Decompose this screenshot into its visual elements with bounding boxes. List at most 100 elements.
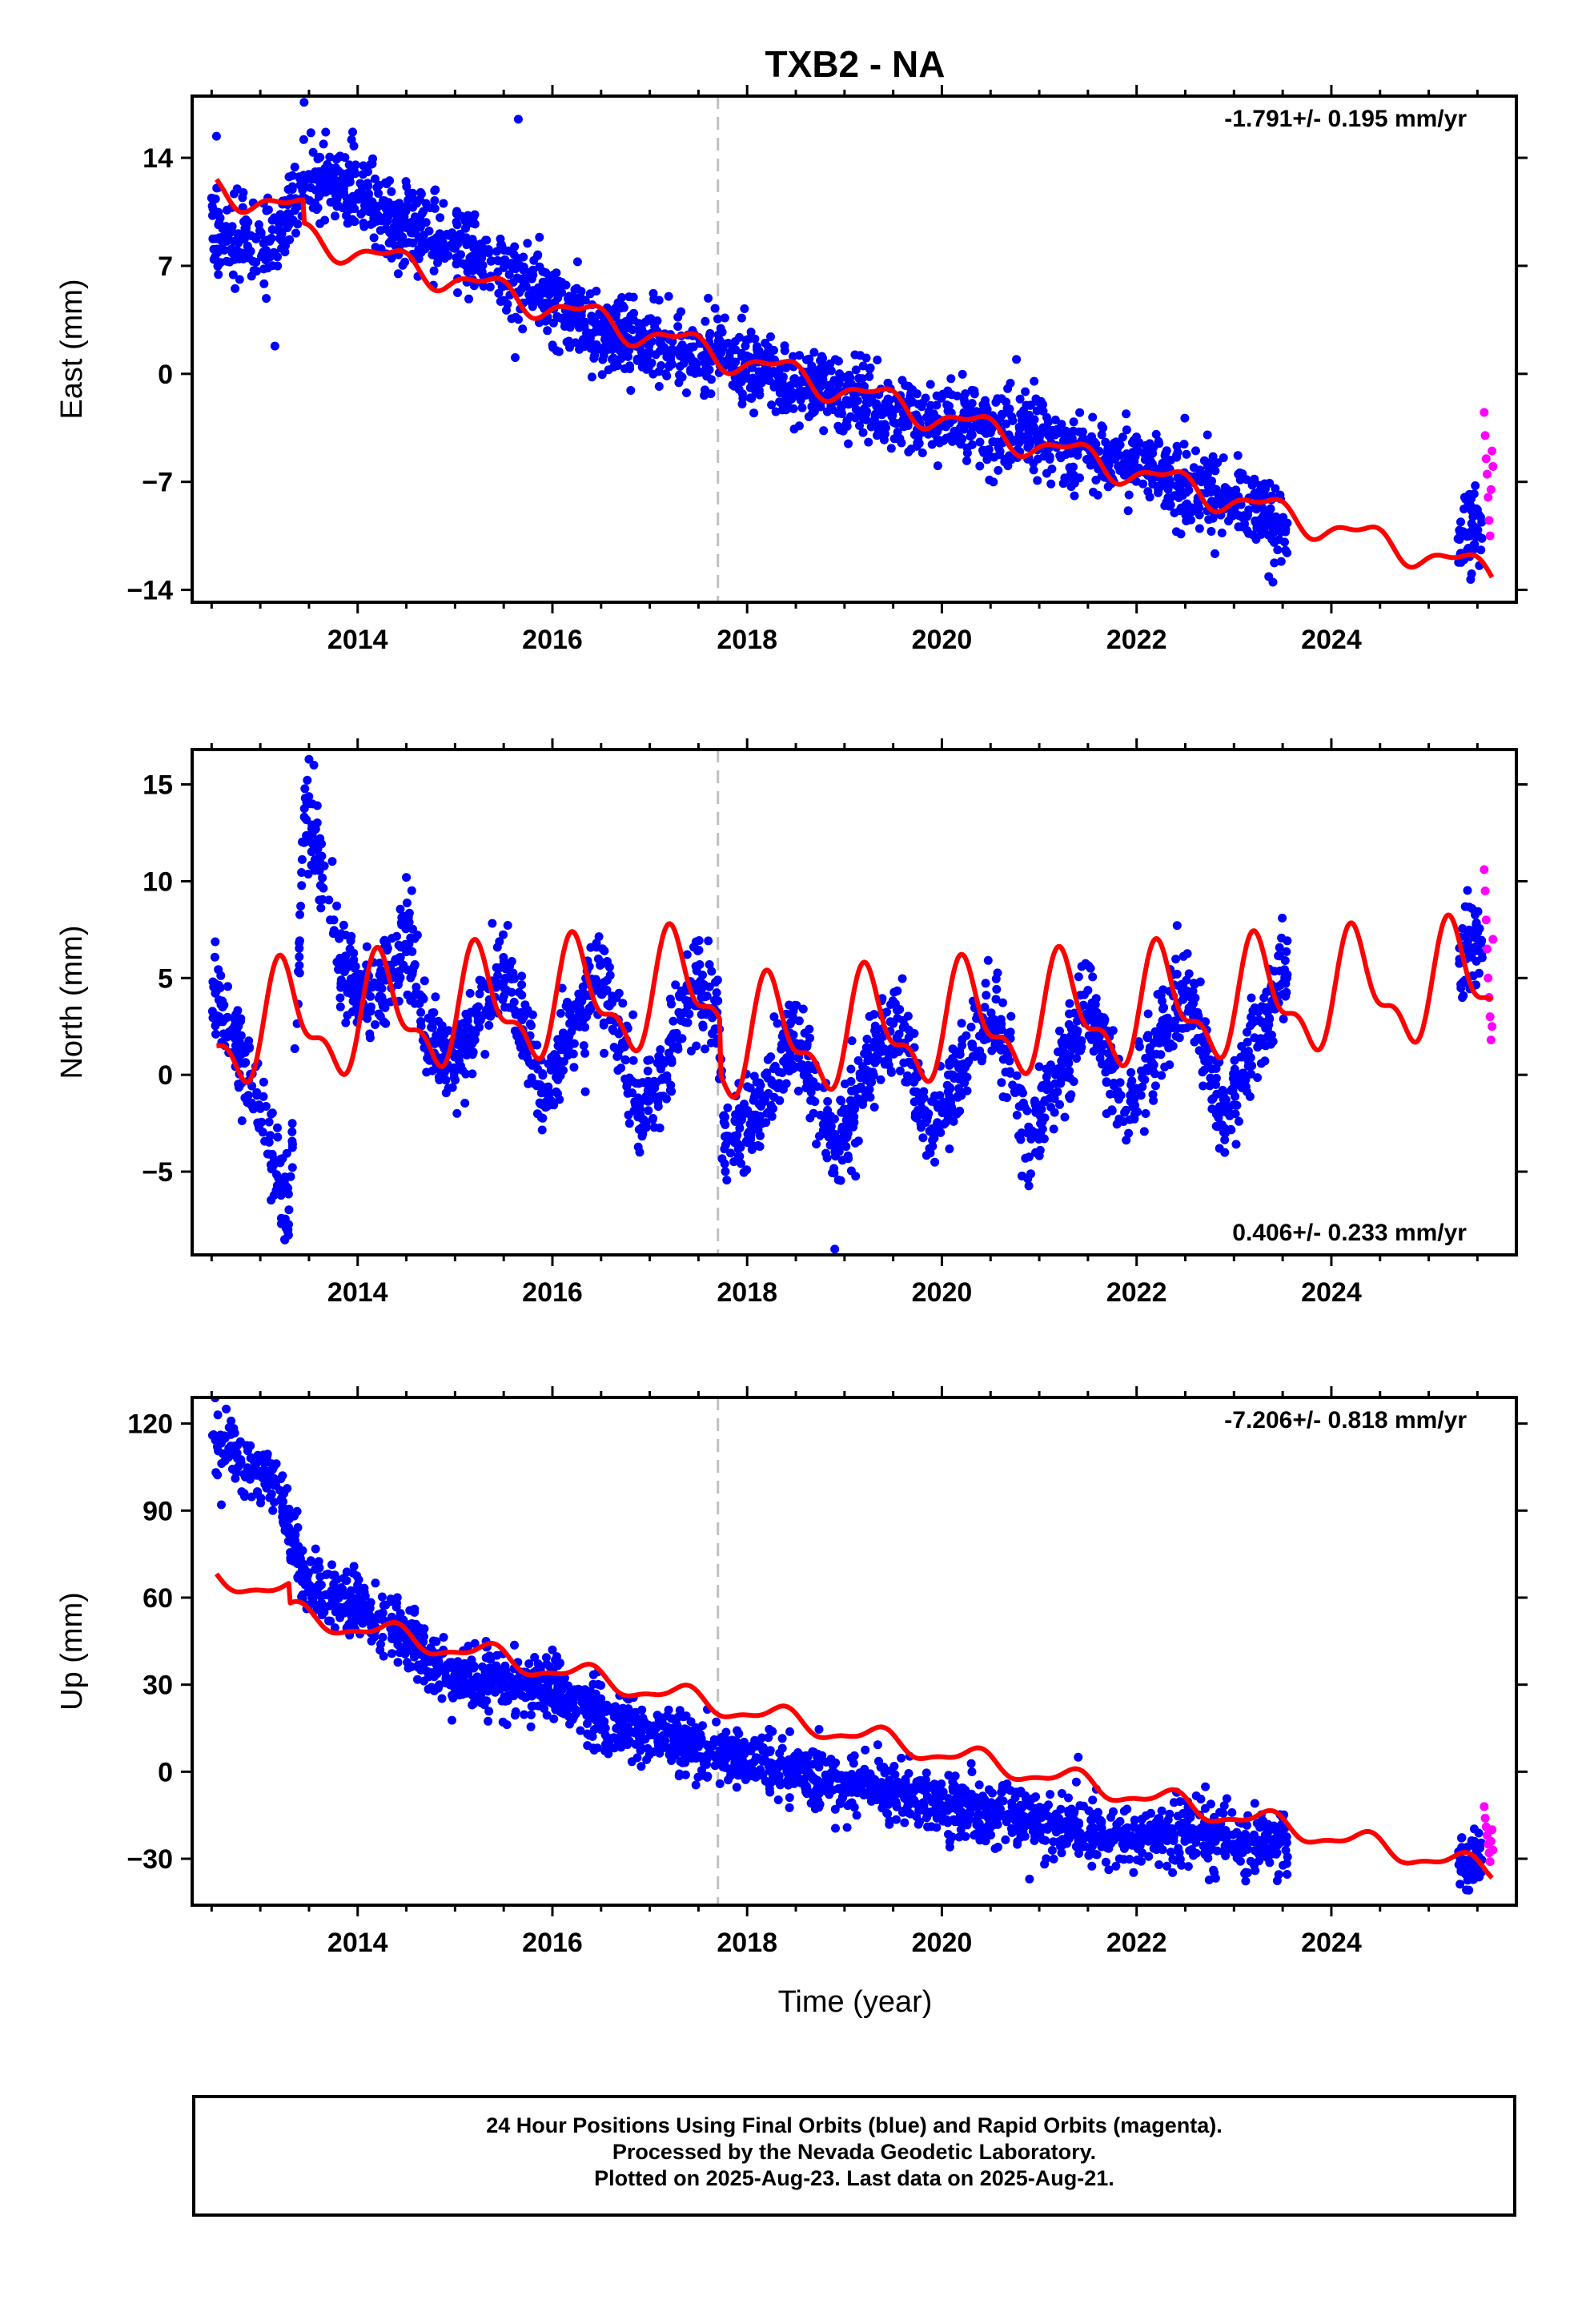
final-orbit-point: [359, 222, 369, 231]
final-orbit-point: [1172, 969, 1182, 979]
final-orbit-point: [1115, 440, 1125, 449]
rapid-orbit-point: [1480, 865, 1489, 875]
final-orbit-point: [863, 1049, 873, 1059]
final-orbit-point: [1232, 1100, 1242, 1110]
final-orbit-point: [355, 179, 365, 188]
panel-frame: [191, 748, 1518, 1256]
final-orbit-point: [928, 1141, 938, 1151]
final-orbit-point: [675, 362, 685, 371]
final-orbit-point: [792, 1001, 801, 1010]
final-orbit-point: [1098, 423, 1108, 432]
final-orbit-point: [371, 1578, 380, 1588]
final-orbit-point: [331, 211, 339, 221]
final-orbit-point: [1030, 1096, 1039, 1106]
final-orbit-point: [904, 1033, 913, 1043]
final-orbit-point: [408, 194, 418, 203]
final-orbit-point: [470, 1035, 480, 1045]
final-orbit-point: [781, 386, 791, 395]
final-orbit-point: [637, 362, 647, 372]
final-orbit-point: [596, 326, 606, 336]
final-orbit-point: [846, 1076, 856, 1086]
final-orbit-point: [1129, 1092, 1138, 1102]
final-orbit-point: [1036, 1112, 1045, 1121]
final-orbit-point: [214, 270, 223, 279]
final-orbit-point: [746, 328, 756, 337]
final-orbit-point: [983, 955, 993, 965]
final-orbit-point: [925, 1126, 934, 1136]
final-orbit-point: [1001, 1068, 1010, 1077]
final-orbit-point: [495, 937, 504, 947]
final-orbit-point: [600, 1048, 609, 1058]
final-orbit-point: [402, 873, 412, 883]
final-orbit-point: [1062, 1058, 1071, 1068]
final-orbit-point: [869, 1010, 879, 1019]
final-orbit-point: [1008, 1080, 1018, 1090]
final-orbit-point: [246, 247, 255, 256]
final-orbit-point: [1158, 1015, 1167, 1025]
final-orbit-point: [1054, 428, 1064, 438]
final-orbit-point: [990, 1019, 1000, 1027]
final-orbit-point: [1178, 982, 1187, 991]
final-orbit-point: [713, 314, 722, 324]
final-orbit-point: [751, 1111, 761, 1120]
final-orbit-point: [1017, 1128, 1026, 1138]
final-orbit-point: [592, 976, 601, 986]
y-tick-label: 0: [158, 1060, 173, 1091]
final-orbit-point: [889, 418, 899, 428]
final-orbit-point: [1006, 1011, 1016, 1021]
final-orbit-point: [375, 991, 384, 1001]
final-orbit-point: [1172, 921, 1182, 931]
final-orbit-point: [698, 983, 708, 992]
final-orbit-point: [793, 1053, 803, 1063]
final-orbit-point: [701, 385, 709, 395]
final-orbit-point: [769, 345, 778, 355]
final-orbit-point: [249, 1104, 258, 1114]
final-orbit-point: [906, 388, 916, 398]
final-orbit-point: [850, 1104, 859, 1114]
final-orbit-point: [1056, 1069, 1066, 1079]
final-orbit-point: [697, 1010, 706, 1019]
final-orbit-point: [1056, 453, 1066, 463]
final-orbit-point: [854, 373, 864, 383]
final-orbit-point: [565, 343, 574, 352]
final-orbit-point: [970, 386, 979, 396]
final-orbit-point: [612, 1051, 622, 1061]
final-orbit-point: [513, 115, 523, 124]
final-orbit-point: [644, 1106, 653, 1116]
rapid-orbit-point: [1488, 446, 1497, 456]
final-orbit-point: [315, 881, 325, 891]
final-orbit-point: [315, 152, 324, 162]
final-orbit-point: [325, 152, 335, 162]
final-orbit-point: [265, 236, 275, 246]
final-orbit-point: [636, 348, 646, 357]
final-orbit-point: [1077, 1036, 1086, 1046]
final-orbit-point: [349, 948, 359, 958]
final-orbit-point: [795, 351, 804, 360]
final-orbit-point: [599, 1018, 608, 1027]
final-orbit-point: [798, 392, 807, 401]
final-orbit-point: [1247, 1069, 1256, 1079]
final-orbit-point: [377, 983, 387, 993]
final-orbit-point: [1066, 1024, 1076, 1034]
rapid-orbit-point: [1485, 1012, 1495, 1022]
final-orbit-point: [510, 242, 520, 251]
final-orbit-point: [899, 1058, 909, 1068]
final-orbit-point: [865, 364, 874, 374]
final-orbit-point: [208, 234, 218, 243]
final-orbit-point: [270, 341, 279, 351]
final-orbit-point: [913, 1109, 921, 1119]
final-orbit-point: [918, 1133, 928, 1143]
final-orbit-point: [416, 189, 426, 199]
final-orbit-point: [1099, 1059, 1109, 1069]
final-orbit-point: [1102, 1078, 1111, 1088]
final-orbit-point: [335, 1002, 345, 1011]
final-orbit-point: [507, 314, 516, 324]
final-orbit-point: [1162, 1032, 1171, 1042]
final-orbit-point: [1042, 468, 1051, 478]
final-orbit-point: [913, 400, 923, 409]
final-orbit-point: [881, 407, 891, 416]
final-orbit-point: [209, 255, 219, 264]
final-orbit-point: [517, 991, 527, 1000]
final-orbit-point: [212, 1011, 222, 1020]
final-orbit-point: [837, 1122, 847, 1132]
